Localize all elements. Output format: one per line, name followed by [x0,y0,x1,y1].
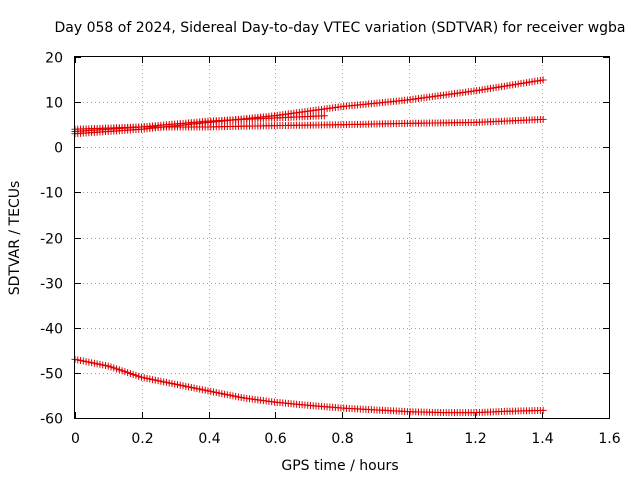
y-tick-label: 10 [45,96,63,112]
x-tick-label: 1.6 [598,431,620,447]
y-tick-labels: -60 -50 -40 -30 -20 -10 0 10 20 [40,51,63,428]
x-tick-label: 0 [71,431,80,447]
y-tick-label: -10 [40,186,63,202]
x-tick-labels: 0 0.2 0.4 0.6 0.8 1 1.2 1.4 1.6 [71,431,621,447]
x-tick-label: 1.2 [464,431,486,447]
data-point [320,112,328,120]
x-axis-label: GPS time / hours [281,458,398,474]
series-satellite-b [71,115,547,133]
y-tick-label: -20 [40,232,63,248]
y-tick-label: -40 [40,322,63,338]
y-tick-label: -30 [40,277,63,293]
series-satellite-c [71,112,328,135]
x-tick-label: 0.8 [331,431,353,447]
y-axis-label: SDTVAR / TECUs [7,181,23,296]
x-tick-label: 1.4 [531,431,553,447]
y-tick-label: 20 [45,51,63,67]
y-tick-label: -50 [40,367,63,383]
x-tick-label: 0.6 [264,431,286,447]
series-satellite-d [71,355,547,417]
data-point [539,76,547,84]
y-tick-label: 0 [54,141,63,157]
chart-title: Day 058 of 2024, Sidereal Day-to-day VTE… [54,20,625,36]
x-tick-label: 0.2 [131,431,153,447]
data-point [539,406,547,414]
plot-frame [74,56,610,419]
x-tick-label: 1 [405,431,414,447]
grid [75,57,609,418]
y-tick-label: -60 [40,412,63,428]
x-tick-label: 0.4 [198,431,220,447]
plot-points [71,76,547,417]
data-point [539,115,547,123]
